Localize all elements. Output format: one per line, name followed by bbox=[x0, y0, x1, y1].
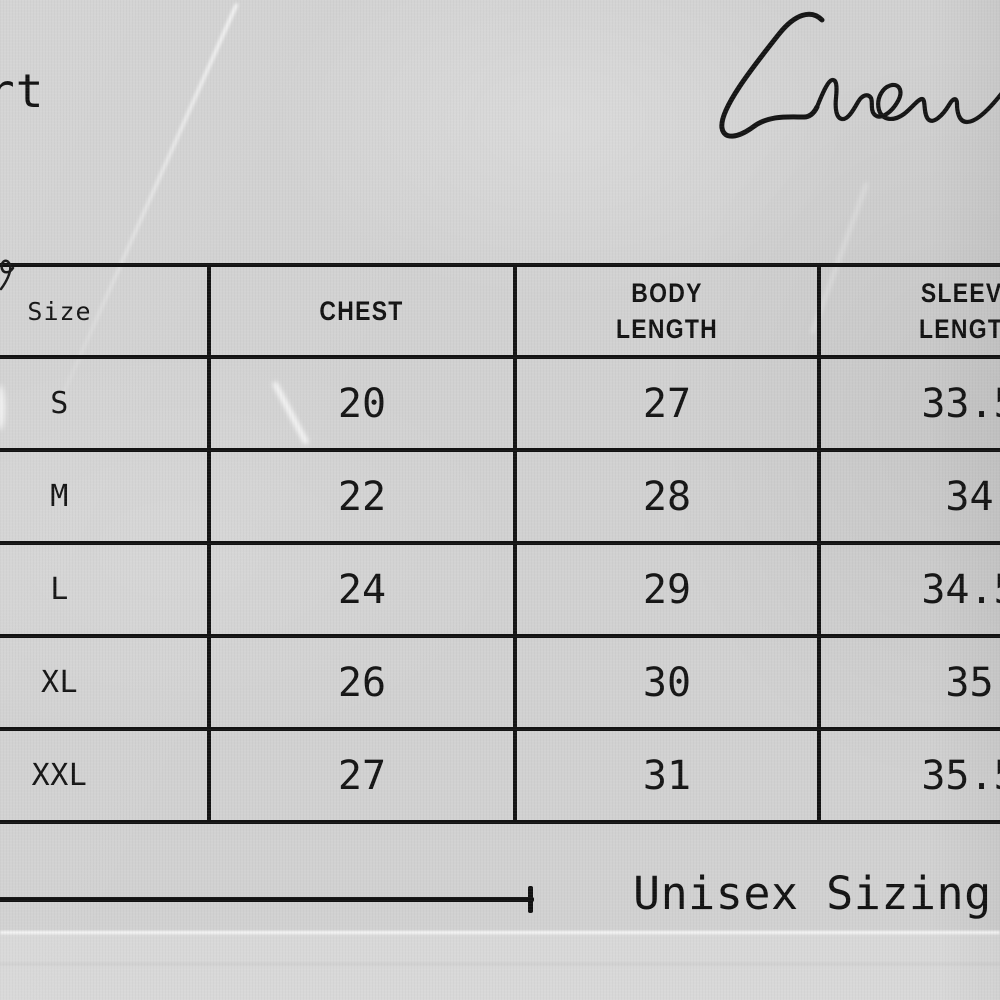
col-header-chest: CHEST bbox=[207, 263, 517, 359]
script-title-crew bbox=[719, 11, 1000, 139]
size-label: S bbox=[0, 355, 211, 452]
col-header-sleeve-length: SLEEVE LENGTH bbox=[817, 263, 1000, 359]
dimension-line bbox=[0, 897, 534, 902]
size-label: XXL bbox=[0, 727, 211, 824]
table-row-l: L 24 29 34.5 bbox=[0, 541, 1000, 638]
script-letter-c bbox=[719, 11, 825, 139]
sleeve-length-value: 35.5 bbox=[817, 727, 1000, 824]
sleeve-length-value: 35 bbox=[817, 634, 1000, 731]
table-row-xxl: XXL 27 31 35.5 bbox=[0, 727, 1000, 824]
sleeve-length-value: 34 bbox=[817, 448, 1000, 545]
dimension-line-end-cap bbox=[528, 886, 533, 913]
paper-shadow-line bbox=[0, 963, 1000, 965]
script-letters-rew bbox=[814, 77, 1000, 125]
col-header-size-label: Size bbox=[27, 296, 92, 326]
size-chart-table: Size CHEST BODY LENGTH SLEEVE LENGTH S 2… bbox=[0, 263, 1000, 824]
table-row-xl: XL 26 30 35 bbox=[0, 634, 1000, 731]
pen-curl-decoration bbox=[0, 259, 15, 291]
chest-value: 24 bbox=[207, 541, 517, 638]
body-length-value: 27 bbox=[513, 355, 821, 452]
table-row-s: S 20 27 33.5 bbox=[0, 355, 1000, 452]
col-header-size: Size bbox=[0, 263, 211, 359]
size-label: M bbox=[0, 448, 211, 545]
size-label: L bbox=[0, 541, 211, 638]
body-length-value: 29 bbox=[513, 541, 821, 638]
chest-value: 20 bbox=[207, 355, 517, 452]
sleeve-length-value: 33.5 bbox=[817, 355, 1000, 452]
sleeve-length-value: 34.5 bbox=[817, 541, 1000, 638]
paper-light-band bbox=[0, 934, 1000, 1000]
body-length-value: 28 bbox=[513, 448, 821, 545]
chest-value: 26 bbox=[207, 634, 517, 731]
paper-crease-horizontal bbox=[0, 931, 1000, 934]
chest-value: 22 bbox=[207, 448, 517, 545]
cropped-word-fragment: rt bbox=[0, 64, 45, 118]
table-header-row: Size CHEST BODY LENGTH SLEEVE LENGTH bbox=[0, 263, 1000, 359]
col-header-body-length-label: BODY LENGTH bbox=[616, 277, 718, 344]
unisex-sizing-caption: Unisex Sizing bbox=[633, 867, 992, 920]
chest-value: 27 bbox=[207, 727, 517, 824]
table-row-m: M 22 28 34 bbox=[0, 448, 1000, 545]
size-label: XL bbox=[0, 634, 211, 731]
col-header-body-length: BODY LENGTH bbox=[513, 263, 821, 359]
col-header-chest-label: CHEST bbox=[319, 295, 405, 326]
script-title-text: Crew bbox=[0, 0, 1, 1]
body-length-value: 31 bbox=[513, 727, 821, 824]
col-header-sleeve-length-label: SLEEVE LENGTH bbox=[918, 277, 1000, 344]
body-length-value: 30 bbox=[513, 634, 821, 731]
